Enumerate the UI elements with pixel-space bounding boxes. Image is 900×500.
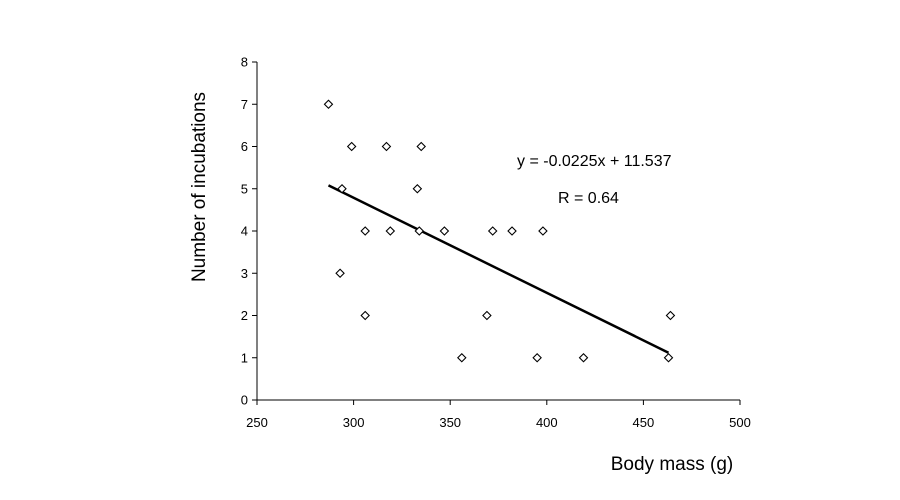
y-tick-label: 5 — [241, 181, 248, 196]
y-axis-title: Number of incubations — [189, 92, 210, 282]
data-point — [532, 352, 542, 363]
y-tick-label: 4 — [241, 224, 248, 239]
data-point — [385, 226, 396, 236]
trendline — [327, 184, 670, 354]
x-tick-label: 300 — [343, 415, 365, 430]
x-tick-label: 450 — [633, 415, 655, 430]
x-tick-label: 400 — [536, 415, 558, 430]
data-point — [487, 226, 498, 236]
y-tick-label: 2 — [241, 308, 248, 323]
data-point — [416, 141, 426, 152]
data-point — [482, 310, 492, 321]
data-point — [665, 310, 676, 321]
data-point — [414, 226, 425, 236]
data-point — [578, 352, 589, 363]
trendline-group — [327, 184, 670, 354]
y-tick-label: 0 — [241, 393, 248, 408]
data-point — [360, 226, 370, 236]
data-point — [323, 99, 334, 110]
axes: 0 1 2 3 4 5 6 7 8 250 300 350 400 450 500 — [241, 55, 751, 431]
y-tick-label: 7 — [241, 97, 248, 112]
data-point — [360, 310, 370, 321]
data-point — [337, 183, 347, 194]
data-point — [538, 226, 548, 236]
x-tick-label: 250 — [246, 415, 268, 430]
data-point — [663, 352, 674, 363]
data-point — [439, 226, 450, 236]
data-point — [346, 141, 357, 152]
data-point — [457, 352, 467, 363]
y-tick-label: 6 — [241, 139, 248, 154]
data-point — [381, 141, 392, 152]
x-tick-label: 350 — [439, 415, 461, 430]
x-tick-label: 500 — [729, 415, 751, 430]
r-value-annotation: R = 0.64 — [558, 190, 619, 207]
y-tick-label: 1 — [241, 350, 248, 365]
data-point — [412, 183, 423, 194]
y-tick-label: 3 — [241, 266, 248, 281]
data-point — [335, 268, 345, 279]
data-point — [507, 226, 517, 236]
equation-annotation: y = -0.0225x + 11.537 — [517, 153, 672, 170]
y-tick-label: 8 — [241, 55, 248, 70]
x-axis-title: Body mass (g) — [611, 454, 733, 475]
data-points — [323, 99, 676, 363]
